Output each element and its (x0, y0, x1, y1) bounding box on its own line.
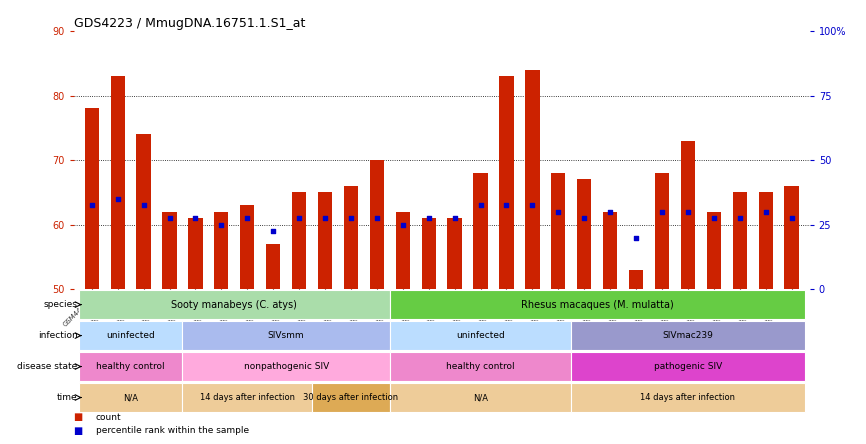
Bar (396, 212, 410, 289)
Text: uninfected: uninfected (107, 331, 155, 340)
Text: SIVsmm: SIVsmm (268, 331, 305, 340)
Text: time: time (57, 393, 77, 402)
Point (552, 208, 565, 215)
Text: disease state: disease state (17, 362, 77, 371)
Bar (240, 205, 255, 289)
Point (578, 214, 591, 222)
Point (733, 214, 746, 222)
Bar (85, 108, 99, 289)
Point (707, 214, 721, 222)
Bar (183, 383, 312, 412)
Bar (526, 70, 540, 289)
Point (474, 202, 488, 209)
Point (137, 202, 151, 209)
Bar (214, 212, 229, 289)
Point (422, 214, 436, 222)
Text: N/A: N/A (473, 393, 488, 402)
Bar (183, 321, 390, 350)
Text: 14 days after infection: 14 days after infection (200, 393, 294, 402)
Text: count: count (95, 413, 121, 422)
Bar (344, 186, 358, 289)
Text: uninfected: uninfected (456, 331, 505, 340)
Point (655, 208, 669, 215)
Point (318, 214, 332, 222)
Text: species: species (43, 300, 77, 309)
Text: infection: infection (38, 331, 77, 340)
Bar (733, 192, 746, 289)
Bar (681, 141, 695, 289)
Point (215, 221, 229, 228)
Text: 14 days after infection: 14 days after infection (640, 393, 735, 402)
Point (681, 208, 695, 215)
Point (759, 208, 772, 215)
Bar (390, 383, 572, 412)
Point (370, 214, 384, 222)
Bar (266, 244, 281, 289)
Point (85, 202, 99, 209)
Bar (500, 76, 514, 289)
Bar (370, 160, 384, 289)
Text: Sooty manabeys (C. atys): Sooty manabeys (C. atys) (171, 300, 297, 309)
Point (526, 202, 540, 209)
Bar (183, 352, 390, 381)
Point (241, 214, 255, 222)
Text: N/A: N/A (123, 393, 139, 402)
Text: pathogenic SIV: pathogenic SIV (654, 362, 722, 371)
Bar (79, 352, 183, 381)
Point (292, 214, 306, 222)
Point (344, 214, 358, 222)
Bar (551, 173, 565, 289)
Point (266, 227, 280, 234)
Point (111, 195, 125, 202)
Text: SIVmac239: SIVmac239 (662, 331, 714, 340)
Text: ■: ■ (74, 426, 83, 436)
Point (500, 202, 514, 209)
Point (189, 214, 203, 222)
Point (604, 208, 617, 215)
Text: Rhesus macaques (M. mulatta): Rhesus macaques (M. mulatta) (520, 300, 674, 309)
Bar (655, 173, 669, 289)
Bar (390, 352, 572, 381)
Bar (163, 212, 177, 289)
Bar (312, 383, 390, 412)
Text: nonpathogenic SIV: nonpathogenic SIV (243, 362, 329, 371)
Point (163, 214, 177, 222)
Text: healthy control: healthy control (446, 362, 515, 371)
Bar (292, 192, 307, 289)
Text: percentile rank within the sample: percentile rank within the sample (95, 426, 249, 435)
Bar (707, 212, 721, 289)
Bar (318, 192, 333, 289)
Bar (759, 192, 772, 289)
Bar (629, 270, 643, 289)
Bar (448, 218, 462, 289)
Bar (572, 383, 805, 412)
Bar (474, 173, 488, 289)
Bar (79, 290, 390, 320)
Point (629, 234, 643, 241)
Text: healthy control: healthy control (96, 362, 165, 371)
Bar (79, 321, 183, 350)
Bar (422, 218, 436, 289)
Bar (390, 290, 805, 320)
Bar (572, 321, 805, 350)
Point (448, 214, 462, 222)
Bar (111, 76, 125, 289)
Bar (572, 352, 805, 381)
Point (785, 214, 798, 222)
Text: 30 days after infection: 30 days after infection (303, 393, 398, 402)
Point (396, 221, 410, 228)
Bar (390, 321, 572, 350)
Text: ■: ■ (74, 412, 83, 422)
Bar (188, 218, 203, 289)
Bar (137, 134, 151, 289)
Bar (79, 383, 183, 412)
Text: GDS4223 / MmugDNA.16751.1.S1_at: GDS4223 / MmugDNA.16751.1.S1_at (74, 17, 305, 30)
Bar (603, 212, 617, 289)
Bar (785, 186, 798, 289)
Bar (577, 179, 591, 289)
